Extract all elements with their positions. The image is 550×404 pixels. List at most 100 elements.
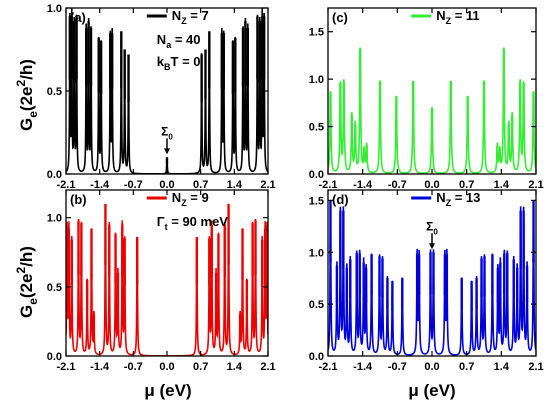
sigma-label: Σ0 — [426, 219, 438, 236]
legend-text: NZ = 7 — [172, 8, 209, 26]
sigma-label-sub: 0 — [168, 132, 173, 141]
series-line — [66, 8, 268, 174]
x-axis-label-right: μ (eV) — [408, 381, 455, 400]
legend-text-main: N — [172, 190, 181, 205]
y-tick-label: 0.0 — [309, 169, 324, 181]
panel-label: (c) — [332, 10, 348, 25]
y-label-sup: 2 — [14, 266, 28, 273]
x-tick-label: 0.0 — [159, 179, 174, 191]
y-label-g: G — [17, 305, 36, 318]
annotation-value: = 90 meV — [168, 214, 229, 229]
y-tick-label: 0.0 — [47, 351, 62, 363]
annotation: kBT = 0 — [157, 54, 201, 72]
y-tick-label: 0.0 — [309, 351, 324, 363]
x-tick-label: 1.4 — [227, 179, 243, 191]
annotation-sub: B — [164, 62, 171, 72]
y-label-g: G — [17, 118, 36, 131]
panel-d: -2.1 -1.4 -0.7 0.0 0.7 1.4 2.1 0.0 0.5 1.0 1.5 (d) N… — [309, 189, 544, 373]
annotation-value: T = 0 — [171, 54, 201, 69]
series-line — [328, 47, 536, 174]
y-tick-label: 0.5 — [309, 299, 324, 311]
x-tick-label: 0.0 — [424, 179, 439, 191]
legend-text-sub: Z — [181, 16, 187, 26]
legend-text: NZ = 9 — [172, 190, 209, 208]
y-axis-label-top: Ge(2e2/h) — [14, 59, 40, 131]
x-tick-label: 0.7 — [459, 361, 474, 373]
x-tick-label: 0.0 — [159, 361, 174, 373]
x-tick-label: -2.1 — [57, 179, 76, 191]
sigma-label-main: Σ — [161, 124, 168, 138]
x-tick-label: -1.4 — [90, 361, 110, 373]
y-label-rest: (2e — [17, 273, 36, 298]
legend-text-sub: Z — [181, 198, 187, 208]
legend-text: NZ = 13 — [436, 190, 480, 208]
panel-b: -2.1 -1.4 -0.7 0.0 0.7 1.4 2.1 0.0 0.5 1.0 (b) NZ =… — [47, 189, 276, 373]
sigma-arrow-head — [164, 148, 170, 155]
x-tick-label: -2.1 — [319, 361, 338, 373]
y-tick-label: 1.5 — [309, 27, 324, 39]
legend-text-value: = 7 — [187, 8, 209, 23]
x-tick-label: -1.4 — [353, 361, 373, 373]
x-tick-label: -0.7 — [124, 179, 143, 191]
legend-text: NZ = 11 — [436, 8, 479, 26]
x-tick-label: -0.7 — [124, 361, 143, 373]
y-label-sup: 2 — [14, 79, 28, 86]
annotation-value: = 40 — [171, 32, 200, 47]
panel-c: -2.1 -1.4 -0.7 0.0 0.7 1.4 2.1 0.0 0.5 1.0 1.5 (c) N… — [309, 7, 544, 191]
panel-label: (b) — [70, 192, 87, 207]
panel-label: (a) — [70, 10, 86, 25]
y-tick-label: 0.5 — [47, 86, 62, 98]
x-tick-label: 0.7 — [193, 179, 208, 191]
x-tick-label: 2.1 — [260, 361, 275, 373]
legend-text-sub: Z — [446, 16, 452, 26]
x-tick-label: 2.1 — [260, 179, 275, 191]
annotation-main: N — [157, 32, 166, 47]
x-tick-label: -2.1 — [319, 179, 338, 191]
y-tick-label: 1.5 — [309, 195, 324, 207]
legend-text-value: = 9 — [187, 190, 209, 205]
sigma-label-sub: 0 — [433, 227, 438, 236]
x-tick-label: 1.4 — [494, 361, 510, 373]
sigma-label-main: Σ — [426, 219, 433, 233]
y-tick-label: 0.5 — [47, 282, 62, 294]
x-tick-label: 0.0 — [424, 361, 439, 373]
x-tick-label: -1.4 — [90, 179, 110, 191]
panel-a: -2.1 -1.4 -0.7 0.0 0.7 1.4 2.10.00.51.0(a) NZ =… — [47, 3, 276, 191]
y-tick-label: 1.0 — [47, 213, 62, 225]
y-label-end: /h) — [17, 246, 36, 267]
x-axis-label-left: μ (eV) — [144, 381, 191, 400]
y-label-end: /h) — [17, 59, 36, 80]
legend-text-main: N — [436, 8, 445, 23]
legend-text-main: N — [172, 8, 181, 23]
y-tick-label: 1.0 — [47, 3, 62, 15]
y-label-e-sub: e — [26, 298, 40, 305]
y-tick-label: 1.0 — [309, 247, 324, 259]
legend-text-value: = 11 — [451, 8, 480, 23]
x-tick-label: 2.1 — [528, 179, 543, 191]
y-axis-label-bottom: Ge(2e2/h) — [14, 246, 40, 318]
legend-text-value: = 13 — [451, 190, 480, 205]
annotation-main: k — [157, 54, 165, 69]
annotation-sub: a — [166, 40, 172, 50]
annotation: Γt = 90 meV — [157, 214, 229, 232]
y-tick-label: 1.0 — [309, 74, 324, 86]
x-tick-label: 1.4 — [494, 179, 510, 191]
x-tick-label: -1.4 — [353, 179, 373, 191]
annotation-sub: t — [165, 222, 168, 232]
series-line — [328, 201, 536, 356]
x-tick-label: 1.4 — [227, 361, 243, 373]
sigma-arrow-head — [429, 243, 435, 250]
y-label-rest: (2e — [17, 86, 36, 111]
x-tick-label: 2.1 — [528, 361, 543, 373]
y-tick-label: 0.5 — [309, 122, 324, 134]
legend-text-main: N — [436, 190, 445, 205]
y-label-e-sub: e — [26, 111, 40, 118]
y-tick-label: 0.0 — [47, 169, 62, 181]
legend-text-sub: Z — [446, 198, 452, 208]
x-tick-label: -0.7 — [388, 179, 407, 191]
x-tick-label: 0.7 — [459, 179, 474, 191]
panel-label: (d) — [332, 192, 349, 207]
x-tick-label: -2.1 — [57, 361, 76, 373]
sigma-label: Σ0 — [161, 124, 173, 141]
